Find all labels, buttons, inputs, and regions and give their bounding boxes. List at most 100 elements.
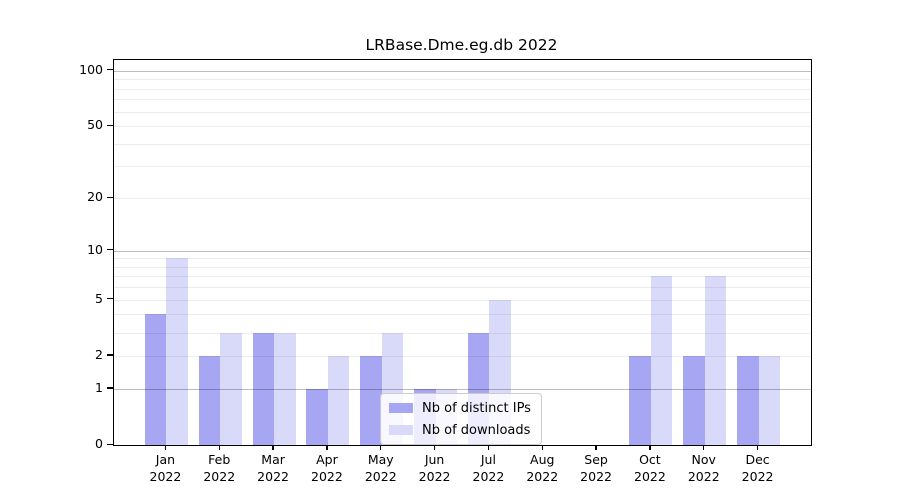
gridline-100	[114, 70, 811, 72]
x-tick-mark-jun	[433, 445, 436, 450]
y-tick-label-0: 0	[95, 436, 103, 451]
x-tick-year: 2022	[257, 468, 289, 484]
y-tick-label-10: 10	[87, 241, 103, 257]
bar-nb-of-distinct-ips-oct	[629, 355, 651, 445]
x-tick-mark-jul	[487, 445, 490, 450]
x-tick-month: May	[367, 452, 394, 467]
legend: Nb of distinct IPs Nb of downloads	[380, 393, 542, 445]
gridline-60	[114, 111, 811, 113]
y-tick-mark-50	[107, 124, 113, 126]
x-tick-mark-dec	[756, 445, 759, 450]
x-tick-mark-mar	[272, 445, 274, 450]
x-tick-month: Jul	[480, 452, 496, 467]
gridline-7	[114, 276, 811, 278]
gridline-3	[114, 332, 811, 334]
y-tick-label-50: 50	[87, 117, 103, 133]
y-tick-mark-5	[107, 298, 113, 300]
gridline-30	[114, 166, 811, 168]
bar-nb-of-downloads-jan	[166, 258, 188, 445]
gridline-4	[114, 314, 811, 316]
y-tick-mark-100	[107, 69, 113, 71]
x-tick-mark-apr	[326, 445, 328, 450]
gridline-9	[114, 258, 811, 260]
x-tick-label-aug: Aug 2022	[512, 452, 572, 485]
legend-label-distinct-ips: Nb of distinct IPs	[422, 400, 531, 416]
x-tick-label-dec: Dec 2022	[728, 452, 788, 485]
gridline-2	[114, 355, 811, 357]
gridline-40	[114, 143, 811, 145]
bar-nb-of-distinct-ips-apr	[306, 388, 328, 445]
bar-nb-of-distinct-ips-nov	[683, 355, 705, 445]
bar-nb-of-downloads-apr	[327, 355, 350, 445]
x-tick-month: Jun	[424, 452, 445, 467]
x-tick-month: Mar	[261, 452, 285, 467]
gridline-80	[114, 88, 811, 90]
x-tick-mark-aug	[541, 445, 543, 450]
x-tick-label-feb: Feb 2022	[189, 452, 249, 485]
x-tick-label-jul: Jul 2022	[458, 452, 518, 485]
y-tick-mark-2	[107, 354, 113, 356]
x-tick-label-jan: Jan 2022	[135, 452, 195, 485]
gridline-8	[114, 266, 811, 268]
x-tick-mark-jan	[164, 445, 167, 450]
x-tick-label-apr: Apr 2022	[297, 452, 357, 485]
x-tick-label-oct: Oct 2022	[620, 452, 680, 485]
y-tick-label-100: 100	[79, 61, 103, 77]
x-tick-year: 2022	[526, 468, 559, 484]
gridline-90	[114, 79, 811, 81]
x-tick-mark-may	[380, 445, 382, 450]
bar-nb-of-downloads-feb	[220, 332, 242, 445]
x-tick-month: Apr	[316, 452, 338, 467]
x-tick-year: 2022	[149, 468, 182, 484]
gridline-20	[114, 198, 811, 200]
x-tick-month: Oct	[639, 452, 661, 467]
y-tick-label-1: 1	[95, 379, 103, 395]
x-tick-year: 2022	[311, 468, 343, 484]
x-tick-mark-feb	[218, 445, 220, 450]
y-tick-mark-10	[107, 249, 113, 251]
x-tick-mark-nov	[703, 445, 705, 450]
x-tick-label-jun: Jun 2022	[405, 452, 465, 485]
legend-swatch-distinct-ips	[389, 403, 413, 413]
bar-nb-of-distinct-ips-jan	[144, 314, 167, 445]
gridline-5	[114, 299, 811, 301]
bar-nb-of-downloads-mar	[274, 332, 296, 445]
x-tick-year: 2022	[203, 468, 236, 484]
x-tick-year: 2022	[472, 468, 505, 484]
y-tick-label-2: 2	[95, 346, 103, 362]
x-tick-month: Sep	[584, 452, 608, 467]
bar-nb-of-distinct-ips-dec	[737, 355, 759, 445]
legend-swatch-downloads	[389, 425, 413, 435]
x-tick-month: Dec	[745, 452, 770, 467]
x-tick-label-sep: Sep 2022	[566, 452, 626, 485]
y-tick-mark-1	[107, 387, 113, 389]
y-tick-mark-0	[107, 443, 113, 445]
x-tick-year: 2022	[741, 468, 774, 484]
plot-area: Nb of distinct IPs Nb of downloads	[113, 59, 812, 446]
x-tick-year: 2022	[687, 468, 720, 484]
x-tick-year: 2022	[418, 468, 451, 484]
x-tick-label-may: May 2022	[351, 452, 411, 485]
x-tick-month: Feb	[208, 452, 231, 467]
x-tick-mark-sep	[595, 445, 597, 450]
bar-nb-of-distinct-ips-mar	[252, 332, 275, 445]
gridline-1	[114, 388, 811, 390]
x-tick-year: 2022	[364, 468, 397, 484]
gridline-50	[114, 126, 811, 128]
x-tick-year: 2022	[580, 468, 612, 484]
x-tick-month: Nov	[691, 452, 716, 467]
x-tick-label-nov: Nov 2022	[674, 452, 734, 485]
x-tick-month: Aug	[530, 452, 555, 467]
legend-row-distinct-ips: Nb of distinct IPs	[389, 399, 531, 417]
x-tick-month: Jan	[155, 452, 176, 467]
bar-nb-of-distinct-ips-may	[360, 355, 382, 445]
y-tick-label-20: 20	[87, 189, 103, 205]
bar-nb-of-distinct-ips-feb	[198, 355, 221, 445]
gridline-6	[114, 287, 811, 289]
legend-row-downloads: Nb of downloads	[389, 421, 531, 439]
chart-title: LRBase.Dme.eg.db 2022	[365, 36, 558, 54]
y-tick-label-5: 5	[95, 290, 103, 306]
x-tick-mark-oct	[649, 445, 651, 450]
x-tick-year: 2022	[634, 468, 666, 484]
